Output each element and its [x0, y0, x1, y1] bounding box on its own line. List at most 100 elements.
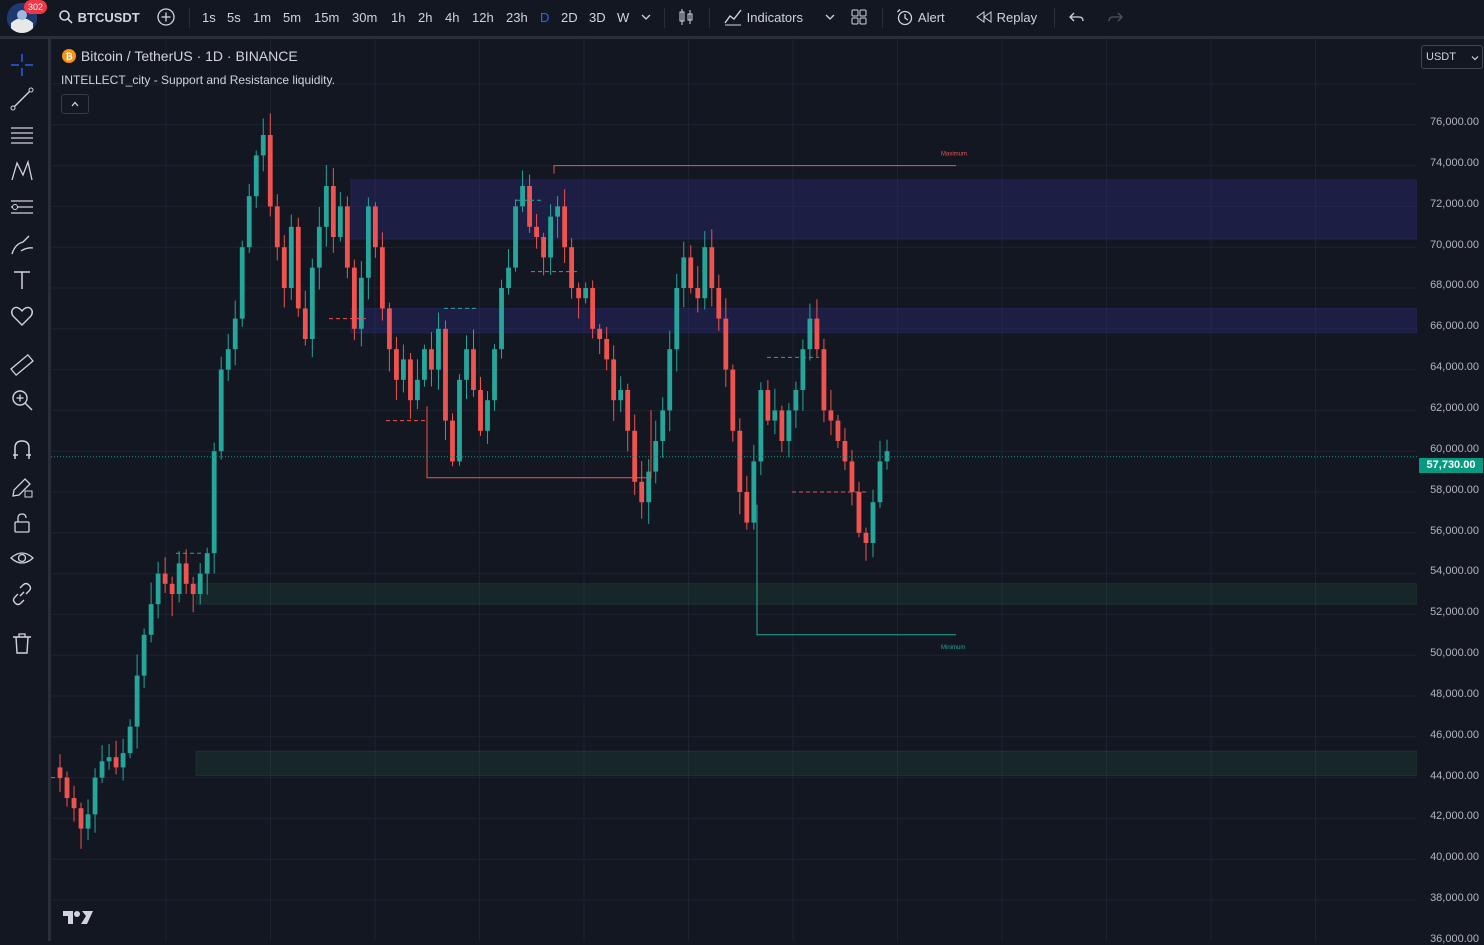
candle-body: [64, 777, 70, 798]
candle-body: [358, 277, 364, 329]
remove-drawings-tool[interactable]: [8, 629, 36, 657]
alert-button[interactable]: Alert: [895, 0, 945, 36]
text-tool[interactable]: [8, 266, 36, 294]
candle-body: [372, 206, 378, 248]
interval-dropdown-button[interactable]: [640, 0, 652, 36]
lock-drawings-tool[interactable]: [8, 509, 36, 537]
indicators-label: Indicators: [746, 10, 803, 25]
candle-body: [604, 339, 610, 360]
candle-body: [562, 206, 568, 248]
indicators-button[interactable]: Indicators: [723, 0, 803, 36]
link-tool[interactable]: [8, 580, 36, 608]
indicators-dropdown-button[interactable]: [824, 0, 836, 36]
pattern-tool[interactable]: [8, 157, 36, 185]
candle-body: [281, 247, 287, 288]
icons-tool[interactable]: [8, 302, 36, 330]
candle-body: [464, 349, 469, 380]
candle-body: [800, 349, 806, 390]
interval-tab-15m[interactable]: 15m: [314, 10, 340, 25]
maximum-level-line: [553, 165, 956, 174]
price-axis-label: 36,000.00: [1430, 933, 1479, 945]
compare-symbol-button[interactable]: [156, 0, 176, 36]
interval-tab-1s[interactable]: 1s: [202, 10, 216, 25]
candle-body: [148, 604, 154, 635]
candle-body: [828, 410, 834, 421]
redo-icon: [1108, 12, 1123, 22]
candle-body: [590, 288, 596, 329]
interval-tab-2d[interactable]: 2D: [561, 10, 578, 25]
interval-tab-1h[interactable]: 1h: [391, 10, 406, 25]
candle-body: [751, 461, 757, 523]
candle-body: [295, 226, 301, 309]
brush-tool[interactable]: [8, 231, 36, 259]
candle-body: [162, 573, 168, 584]
replay-button[interactable]: Replay: [975, 0, 1037, 36]
candle-body: [807, 318, 813, 350]
candle-body: [863, 532, 869, 543]
forecasting-tool[interactable]: [8, 193, 36, 221]
candle-body: [134, 675, 140, 727]
candle-body: [415, 379, 420, 401]
interval-tab-w[interactable]: W: [617, 10, 630, 25]
crosshair-tool[interactable]: [8, 51, 36, 79]
chart-type-button[interactable]: [676, 0, 696, 36]
candle-body: [737, 430, 743, 492]
collapse-legend-button[interactable]: [61, 94, 89, 114]
interval-tab-12h[interactable]: 12h: [472, 10, 494, 25]
candle-body: [302, 308, 308, 339]
candle-body: [429, 349, 434, 370]
price-chart[interactable]: Maximum Minimum: [51, 39, 1417, 941]
fib-lines-icon: [11, 127, 33, 144]
interval-tab-d[interactable]: D: [540, 10, 550, 25]
candle-body: [239, 247, 245, 319]
magnet-tool[interactable]: [8, 436, 36, 464]
candle-body: [408, 359, 413, 401]
currency-select[interactable]: USDT: [1421, 45, 1483, 69]
redo-button[interactable]: [1106, 0, 1124, 36]
measure-tool[interactable]: [8, 351, 36, 379]
hide-drawings-tool[interactable]: [8, 544, 36, 572]
fib-retracement-tool[interactable]: [8, 121, 36, 149]
candle-body: [765, 390, 771, 421]
candle-body: [316, 226, 322, 268]
candle-body: [821, 349, 827, 411]
candle-body: [471, 349, 476, 390]
interval-tab-30m[interactable]: 30m: [352, 10, 378, 25]
candle-body: [99, 761, 105, 778]
zoom-tool[interactable]: [8, 386, 36, 414]
price-axis[interactable]: 76,000.00 74,000.00 72,000.00 70,000.00 68,0…: [1417, 39, 1484, 945]
stay-in-drawing-mode-tool[interactable]: [8, 473, 36, 501]
currency-label: USDT: [1426, 51, 1456, 63]
price-axis-label: 54,000.00: [1430, 565, 1479, 578]
candle-body: [786, 410, 792, 441]
interval-tab-23h[interactable]: 23h: [506, 10, 528, 25]
candle-body: [492, 349, 497, 401]
candle-body: [653, 441, 659, 472]
candle-body: [814, 318, 820, 350]
candle-body: [583, 288, 589, 299]
trend-line-icon: [10, 87, 34, 111]
tradingview-logo[interactable]: [62, 908, 94, 932]
candle-body: [78, 808, 84, 829]
interval-tab-3d[interactable]: 3D: [589, 10, 606, 25]
drawing-toolbar: [0, 39, 51, 941]
layout-button[interactable]: [849, 0, 869, 36]
candle-body: [330, 186, 336, 237]
price-axis-label: 52,000.00: [1430, 606, 1479, 619]
chevron-down-icon: [641, 14, 651, 20]
interval-tab-1m[interactable]: 1m: [253, 10, 272, 25]
undo-button[interactable]: [1068, 0, 1086, 36]
interval-tab-2h[interactable]: 2h: [418, 10, 433, 25]
interval-tab-5s[interactable]: 5s: [227, 10, 241, 25]
candle-body: [618, 390, 624, 401]
price-axis-label: 56,000.00: [1430, 524, 1479, 537]
link-icon: [12, 582, 32, 606]
candle-body: [401, 359, 406, 380]
trend-line-tool[interactable]: [8, 85, 36, 113]
interval-tab-5m[interactable]: 5m: [283, 10, 302, 25]
indicator-legend[interactable]: INTELLECT_city - Support and Resistance …: [61, 73, 335, 87]
price-axis-label: 48,000.00: [1430, 687, 1479, 700]
interval-tab-4h[interactable]: 4h: [445, 10, 460, 25]
symbol-legend-title[interactable]: ₿ Bitcoin / TetherUS · 1D · BINANCE: [61, 48, 298, 64]
symbol-search-button[interactable]: BTCUSDT: [58, 0, 140, 36]
